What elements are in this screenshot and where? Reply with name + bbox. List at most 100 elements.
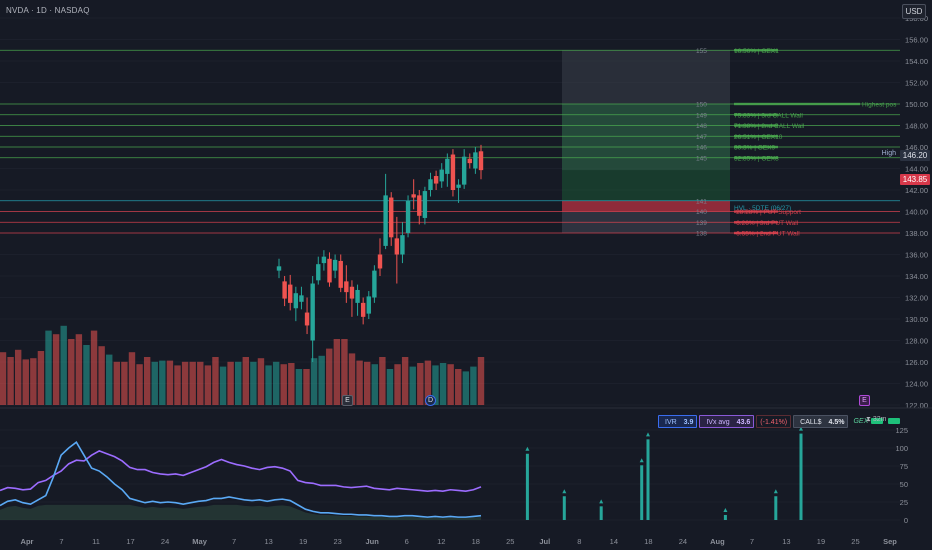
high-label: High xyxy=(882,150,896,157)
price-tick-label: 148.00 xyxy=(905,122,928,131)
volume-bar xyxy=(204,365,212,405)
x-tick-label: 12 xyxy=(437,537,445,546)
volume-bar xyxy=(227,361,234,405)
ivr-badge[interactable]: IVR 3.9 xyxy=(658,415,698,428)
volume-bar xyxy=(280,364,287,405)
level-price-label: 150 xyxy=(696,102,707,109)
calls-badge[interactable]: CALL$ 4.5% xyxy=(793,415,849,428)
level-price-label: 148 xyxy=(696,123,707,130)
candle-body xyxy=(344,281,349,293)
level-bar xyxy=(734,210,778,213)
currency-button[interactable]: USD xyxy=(902,4,926,19)
volume-bar xyxy=(295,369,303,405)
level-bar xyxy=(734,102,860,106)
volume-bar xyxy=(432,365,439,405)
price-tick-label: 134.00 xyxy=(905,272,928,281)
volume-bar xyxy=(22,359,29,405)
candle-body xyxy=(338,260,343,288)
countdown: ⧗ 32m xyxy=(866,416,887,424)
lower-tick-label: 125 xyxy=(895,426,908,435)
level-price-label: 149 xyxy=(696,112,707,119)
candle-body xyxy=(383,195,388,246)
volume-bar xyxy=(477,357,485,405)
countdown-value: 32m xyxy=(872,416,887,423)
calls-value: 4.5% xyxy=(828,419,845,426)
ivr-value: 3.9 xyxy=(683,419,694,426)
lower-spike-marker xyxy=(799,426,803,431)
earnings-event-icon-future[interactable]: E xyxy=(859,395,870,406)
status-dot-icon xyxy=(888,418,901,425)
ivx-line xyxy=(0,449,482,493)
volume-bar xyxy=(394,364,401,405)
lower-tick-label: 25 xyxy=(900,498,908,507)
level-bar xyxy=(734,124,778,127)
price-tick-label: 150.00 xyxy=(905,100,928,109)
x-tick-label: 23 xyxy=(334,537,342,546)
lower-spike-marker xyxy=(639,458,644,463)
candle-body xyxy=(349,286,355,299)
volume-bar xyxy=(174,365,181,405)
volume-bar xyxy=(45,330,52,405)
candle-body xyxy=(417,195,422,216)
volume-bar xyxy=(136,364,143,405)
dividend-event-icon[interactable]: D xyxy=(425,395,436,406)
x-tick-label: Sep xyxy=(883,537,897,546)
last-price-tag: 143.85 xyxy=(900,174,930,185)
price-tick-label: 122.00 xyxy=(905,401,928,410)
x-tick-label: 7 xyxy=(59,537,63,546)
x-tick-label: 18 xyxy=(472,537,480,546)
lower-spike-marker xyxy=(525,446,530,451)
price-tick-label: 146.00 xyxy=(905,143,928,152)
lower-spike-bar xyxy=(562,496,566,520)
candle-body xyxy=(478,151,484,171)
volume-bar xyxy=(14,349,22,405)
candle-body xyxy=(372,270,377,298)
candle-body xyxy=(405,200,411,233)
volume-bar xyxy=(121,361,128,405)
lower-tick-label: 100 xyxy=(895,444,908,453)
ivx-badge[interactable]: IVx avg 43.6 xyxy=(699,415,755,428)
candle-body xyxy=(282,281,287,299)
volume-bar xyxy=(401,357,409,405)
projection-area-upper xyxy=(562,50,730,171)
high-label-text: High xyxy=(881,150,896,157)
gex-badge[interactable]: GEX xyxy=(850,415,905,428)
x-tick-label: 24 xyxy=(679,537,687,546)
x-tick-label: May xyxy=(192,537,207,546)
candle-body xyxy=(377,254,383,269)
candle-body xyxy=(360,302,366,317)
volume-bar xyxy=(447,364,454,405)
volume-bar xyxy=(417,363,424,405)
candle-body xyxy=(316,264,321,281)
level-price-label: 145 xyxy=(696,155,707,162)
candle-body xyxy=(445,158,450,174)
volume-bar xyxy=(462,371,470,405)
lower-spike-marker xyxy=(562,489,567,494)
earnings-event-icon[interactable]: E xyxy=(342,395,353,406)
price-tick-label: 154.00 xyxy=(905,57,928,66)
candle-body xyxy=(467,158,472,164)
lower-spike-marker xyxy=(773,489,778,494)
chart-title: NVDA · 1D · NASDAQ xyxy=(6,6,90,15)
volume-bar xyxy=(181,361,189,405)
volume-bar xyxy=(197,361,204,405)
ivr-label: IVR xyxy=(665,419,677,426)
level-price-label: 138 xyxy=(696,231,707,238)
volume-bar xyxy=(272,361,280,405)
volume-bar xyxy=(159,360,166,405)
volume-bar xyxy=(250,361,257,405)
candle-body xyxy=(310,283,315,341)
x-tick-label: 11 xyxy=(92,537,100,546)
change-badge[interactable]: (-1.41%) xyxy=(756,415,792,428)
volume-bar xyxy=(235,361,242,405)
x-tick-label: 13 xyxy=(264,537,272,546)
price-tick-label: 140.00 xyxy=(905,208,928,217)
candle-body xyxy=(288,284,293,303)
indicator-toolbar: IVR 3.9 IVx avg 43.6 (-1.41%) CALL$ 4.5%… xyxy=(658,415,907,428)
candle-body xyxy=(327,258,332,283)
level-price-label: 140 xyxy=(696,209,707,216)
level-price-label: 146 xyxy=(696,145,707,152)
volume-bar xyxy=(106,354,113,405)
